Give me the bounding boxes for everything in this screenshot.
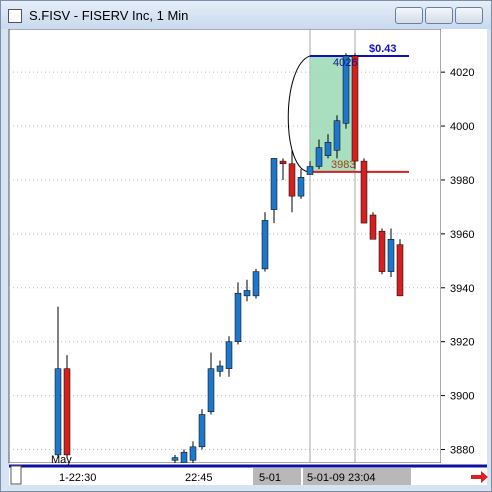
candle-body (333, 120, 341, 151)
candle-body (198, 414, 206, 448)
candle-body (63, 368, 71, 456)
candle-body (180, 451, 188, 463)
candle-body (252, 271, 260, 297)
scroll-handle[interactable] (10, 465, 22, 485)
candle-body (207, 368, 215, 413)
candle-body (270, 158, 278, 210)
candle-body (261, 220, 269, 270)
candle-body (216, 365, 224, 372)
candle-body (387, 239, 395, 272)
candle-body (243, 290, 251, 297)
x-label: 5-01 (259, 472, 281, 484)
candle-body (324, 141, 332, 156)
candle-body (342, 55, 350, 124)
minimize-button[interactable] (395, 7, 423, 24)
candle-body (225, 341, 233, 369)
y-tick-label: 3880 (450, 445, 474, 457)
window-icon (8, 9, 22, 23)
window-title: S.FISV - FISERV Inc, 1 Min (29, 8, 189, 23)
candle-body (369, 214, 377, 240)
cursor-time-box (303, 468, 411, 485)
price-axis (441, 29, 487, 463)
candle-body (378, 230, 386, 272)
y-tick-label: 3920 (450, 337, 474, 349)
candle-body (189, 446, 197, 461)
candle-body (396, 244, 404, 297)
cursor-date-box (253, 468, 301, 485)
candle-body (234, 292, 242, 342)
profit-label: $0.43 (369, 43, 397, 55)
entry-label: 3983 (331, 159, 355, 171)
candle-body (171, 457, 179, 461)
y-tick-label: 3960 (450, 229, 474, 241)
plot-area (8, 29, 442, 464)
candle-body (351, 55, 359, 162)
scroll-arrow[interactable] (471, 471, 488, 483)
x-label: 22:45 (185, 472, 213, 484)
close-button[interactable] (455, 7, 483, 24)
x-label: 5-01-09 23:04 (307, 472, 376, 484)
candle-body (315, 147, 323, 167)
candle-body (360, 160, 368, 224)
trade-arc (287, 55, 311, 173)
candle-body (54, 368, 62, 456)
candle-body (306, 166, 314, 175)
candle-body (288, 163, 296, 197)
title-bar: S.FISV - FISERV Inc, 1 Min (1, 1, 491, 29)
y-tick-label: 4000 (450, 121, 474, 133)
y-tick-label: 3940 (450, 283, 474, 295)
y-tick-label: 3980 (450, 175, 474, 187)
y-tick-label: 4020 (450, 67, 474, 79)
y-tick-label: 3900 (450, 391, 474, 403)
x-label: May (51, 454, 72, 466)
candle-body (297, 177, 305, 197)
x-label: 1-22:30 (59, 472, 96, 484)
chart: May 1-22:30 22:45 5-01 5-01-09 23:04 402… (8, 29, 488, 485)
maximize-button[interactable] (425, 7, 453, 24)
candle-body (279, 160, 287, 165)
exit-label: 4026 (333, 57, 357, 69)
